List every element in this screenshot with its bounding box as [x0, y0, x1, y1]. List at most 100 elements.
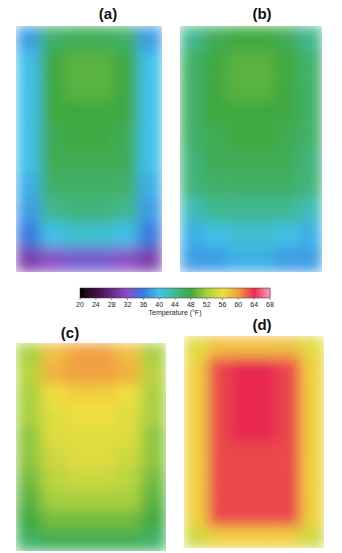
- cell: [227, 51, 251, 76]
- cell: [227, 247, 251, 272]
- cell: [301, 357, 324, 379]
- cell: [231, 506, 255, 528]
- cell: [116, 509, 142, 530]
- cell: [40, 75, 65, 100]
- cell: [41, 385, 67, 406]
- cell: [298, 247, 322, 272]
- cell: [204, 100, 228, 125]
- cell: [113, 100, 138, 125]
- cell: [275, 223, 299, 248]
- cell: [141, 509, 166, 530]
- cell: [65, 223, 90, 248]
- colorbar-tick-label: 20: [76, 301, 84, 308]
- cell: [65, 247, 90, 272]
- cell: [184, 400, 208, 422]
- cell: [113, 223, 138, 248]
- cell: [204, 75, 228, 100]
- cell: [227, 75, 251, 100]
- cell: [277, 336, 301, 358]
- cell: [251, 100, 275, 125]
- cell: [254, 357, 278, 379]
- cell: [41, 509, 67, 530]
- cell: [138, 100, 162, 125]
- colorbar-tick: [222, 298, 223, 300]
- cell: [184, 527, 208, 548]
- cell: [40, 174, 65, 199]
- cell: [41, 343, 67, 364]
- cell: [251, 75, 275, 100]
- cell: [301, 400, 324, 422]
- cell: [251, 124, 275, 149]
- cell: [184, 442, 208, 464]
- cell: [141, 343, 166, 364]
- cell: [227, 174, 251, 199]
- colorbar-tick-label: 28: [108, 301, 116, 308]
- cell: [138, 75, 162, 100]
- cell: [204, 51, 228, 76]
- cell: [275, 51, 299, 76]
- colorbar-tick-label: 60: [234, 301, 242, 308]
- cell: [41, 405, 67, 426]
- colorbar-tick: [143, 298, 144, 300]
- cell: [138, 149, 162, 174]
- colorbar-tick-label: 32: [124, 301, 132, 308]
- cell: [16, 426, 42, 447]
- cell: [204, 247, 228, 272]
- cell: [66, 426, 92, 447]
- cell: [204, 174, 228, 199]
- cell: [113, 26, 138, 51]
- cell: [65, 124, 90, 149]
- cell: [298, 124, 322, 149]
- cell: [184, 463, 208, 485]
- cell: [254, 442, 278, 464]
- panel-label: (c): [61, 324, 79, 341]
- cell: [275, 174, 299, 199]
- cell: [277, 357, 301, 379]
- cell: [66, 364, 92, 385]
- colorbar-tick: [95, 298, 96, 300]
- colorbar: 20242832364044485256606468Temperature (°…: [76, 288, 274, 317]
- cell: [141, 489, 166, 510]
- cell: [227, 198, 251, 223]
- cell: [40, 149, 65, 174]
- cell: [138, 26, 162, 51]
- cell: [254, 506, 278, 528]
- cell: [251, 51, 275, 76]
- cell: [116, 468, 142, 489]
- cell: [227, 124, 251, 149]
- cell: [204, 223, 228, 248]
- cell: [40, 247, 65, 272]
- cell: [65, 198, 90, 223]
- cell: [66, 447, 92, 468]
- cell: [91, 530, 117, 551]
- cell: [251, 26, 275, 51]
- cell: [277, 442, 301, 464]
- cells: [16, 26, 162, 272]
- cell: [180, 51, 204, 76]
- cell: [141, 405, 166, 426]
- colorbar-tick: [206, 298, 207, 300]
- cell: [16, 100, 41, 125]
- cell: [207, 527, 231, 548]
- cell: [138, 223, 162, 248]
- cell: [41, 426, 67, 447]
- panel-label: (d): [252, 316, 271, 333]
- cell: [89, 174, 114, 199]
- cell: [113, 51, 138, 76]
- cell: [91, 426, 117, 447]
- colorbar-tick-label: 48: [187, 301, 195, 308]
- cell: [204, 149, 228, 174]
- heatmap-panel: [184, 336, 324, 548]
- cell: [180, 124, 204, 149]
- cells: [184, 336, 324, 548]
- cell: [41, 364, 67, 385]
- cell: [207, 442, 231, 464]
- cell: [180, 26, 204, 51]
- cell: [138, 124, 162, 149]
- cell: [16, 343, 42, 364]
- cell: [207, 484, 231, 506]
- cell: [180, 223, 204, 248]
- cell: [275, 247, 299, 272]
- cell: [231, 400, 255, 422]
- cell: [65, 174, 90, 199]
